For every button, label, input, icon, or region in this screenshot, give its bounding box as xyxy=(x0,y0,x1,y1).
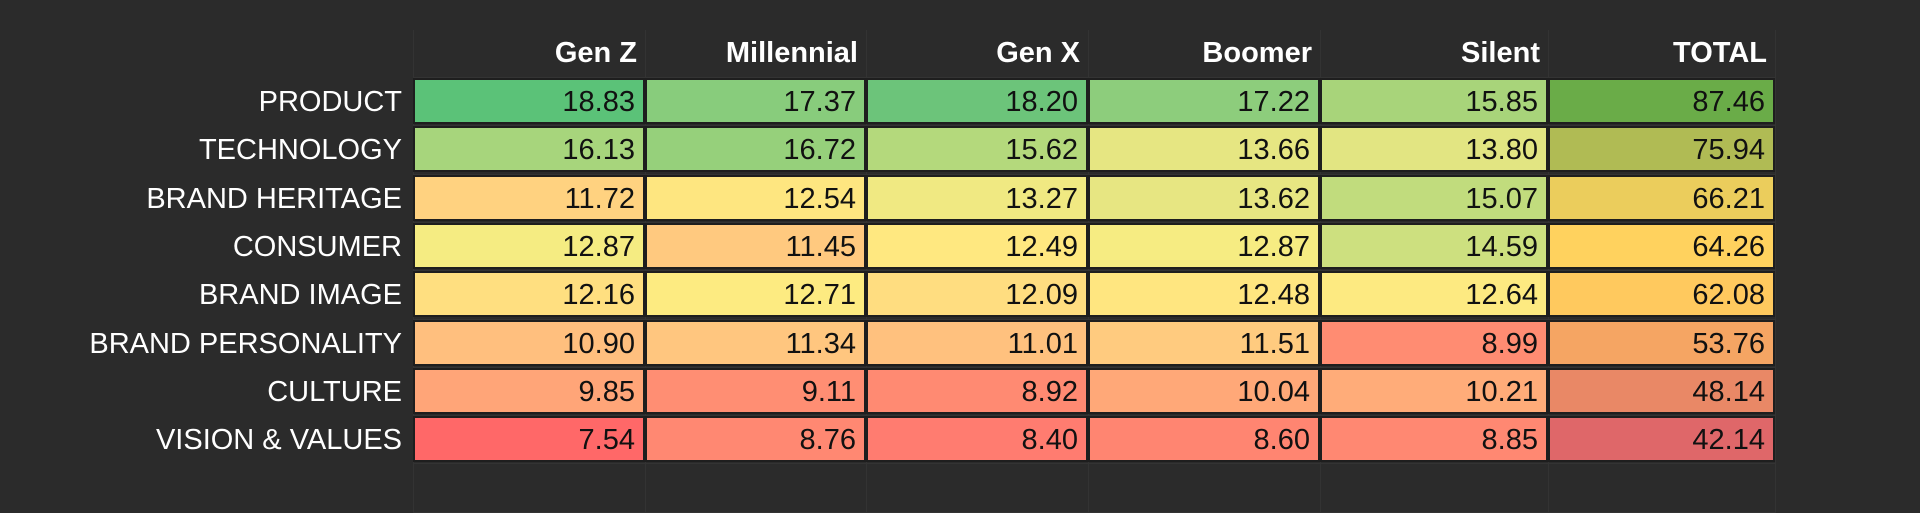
gridline-horizontal xyxy=(413,367,1775,368)
heatmap-cell: 66.21 xyxy=(1548,175,1775,221)
heatmap-cell: 13.66 xyxy=(1088,126,1320,172)
heatmap-cell: 13.80 xyxy=(1320,126,1548,172)
heatmap-cell: 12.49 xyxy=(866,223,1088,269)
heatmap-cell: 16.13 xyxy=(413,126,645,172)
gridline-horizontal xyxy=(413,415,1775,416)
heatmap-cell: 12.71 xyxy=(645,271,866,317)
heatmap-cell: 13.62 xyxy=(1088,175,1320,221)
heatmap-cell: 62.08 xyxy=(1548,271,1775,317)
column-header: Silent xyxy=(1461,37,1540,69)
column-header: Gen X xyxy=(996,37,1080,69)
gridline-horizontal xyxy=(413,463,1775,464)
heatmap-cell: 42.14 xyxy=(1548,416,1775,462)
heatmap-cell: 75.94 xyxy=(1548,126,1775,172)
row-label: CONSUMER xyxy=(232,231,402,263)
heatmap-cell: 10.04 xyxy=(1088,368,1320,414)
heatmap-cell: 12.48 xyxy=(1088,271,1320,317)
heatmap-cell: 8.85 xyxy=(1320,416,1548,462)
heatmap-cell: 15.62 xyxy=(866,126,1088,172)
column-header: Gen Z xyxy=(554,37,637,69)
row-label: VISION & VALUES xyxy=(155,424,402,456)
row-label: PRODUCT xyxy=(258,86,402,118)
heatmap-cell: 17.37 xyxy=(645,78,866,124)
heatmap-cell: 11.45 xyxy=(645,223,866,269)
column-header: Boomer xyxy=(1202,37,1312,69)
gridline-horizontal xyxy=(413,222,1775,223)
row-label: BRAND IMAGE xyxy=(198,279,402,311)
heatmap-cell: 13.27 xyxy=(866,175,1088,221)
heatmap-cell: 8.60 xyxy=(1088,416,1320,462)
heatmap-cell: 87.46 xyxy=(1548,78,1775,124)
heatmap-cell: 16.72 xyxy=(645,126,866,172)
heatmap-cell: 8.92 xyxy=(866,368,1088,414)
heatmap-cell: 17.22 xyxy=(1088,78,1320,124)
heatmap-cell: 64.26 xyxy=(1548,223,1775,269)
gridline-horizontal xyxy=(413,319,1775,320)
gridline-horizontal xyxy=(413,77,1775,78)
row-label: TECHNOLOGY xyxy=(198,134,402,166)
row-label: CULTURE xyxy=(267,376,402,408)
heatmap-cell: 8.99 xyxy=(1320,320,1548,366)
heatmap-cell: 11.34 xyxy=(645,320,866,366)
heatmap-cell: 11.72 xyxy=(413,175,645,221)
heatmap-cell: 14.59 xyxy=(1320,223,1548,269)
gridline-vertical xyxy=(1775,30,1776,513)
gridline-horizontal xyxy=(413,174,1775,175)
heatmap-cell: 10.21 xyxy=(1320,368,1548,414)
heatmap-cell: 8.76 xyxy=(645,416,866,462)
heatmap-cell: 12.64 xyxy=(1320,271,1548,317)
column-header: Millennial xyxy=(725,37,858,69)
heatmap-cell: 15.07 xyxy=(1320,175,1548,221)
heatmap-cell: 7.54 xyxy=(413,416,645,462)
heatmap-cell: 12.54 xyxy=(645,175,866,221)
heatmap-cell: 18.20 xyxy=(866,78,1088,124)
heatmap-cell: 48.14 xyxy=(1548,368,1775,414)
heatmap-cell: 8.40 xyxy=(866,416,1088,462)
heatmap-cell: 11.01 xyxy=(866,320,1088,366)
heatmap-cell: 10.90 xyxy=(413,320,645,366)
column-header: TOTAL xyxy=(1673,37,1767,69)
heatmap-cell: 9.85 xyxy=(413,368,645,414)
row-label: BRAND HERITAGE xyxy=(146,183,402,215)
heatmap-cell: 18.83 xyxy=(413,78,645,124)
heatmap-cell: 12.87 xyxy=(413,223,645,269)
heatmap-cell: 12.87 xyxy=(1088,223,1320,269)
heatmap-cell: 12.16 xyxy=(413,271,645,317)
row-label: BRAND PERSONALITY xyxy=(89,328,402,360)
heatmap-cell: 12.09 xyxy=(866,271,1088,317)
heatmap-cell: 53.76 xyxy=(1548,320,1775,366)
gridline-horizontal xyxy=(413,125,1775,126)
heatmap-cell: 9.11 xyxy=(645,368,866,414)
gridline-horizontal xyxy=(413,270,1775,271)
heatmap-cell: 15.85 xyxy=(1320,78,1548,124)
heatmap-cell: 11.51 xyxy=(1088,320,1320,366)
